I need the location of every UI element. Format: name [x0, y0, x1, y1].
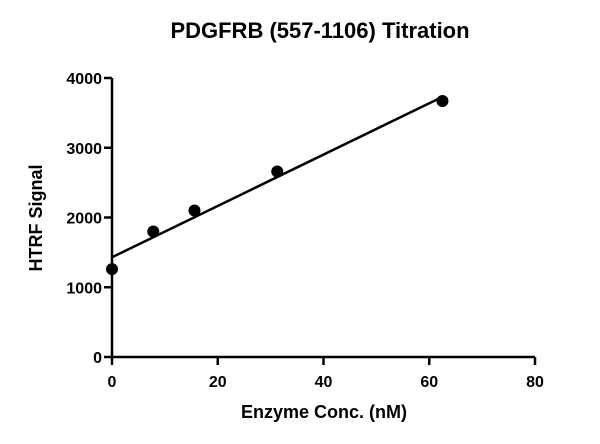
y-tick-label: 1000: [66, 280, 102, 297]
y-tick-label: 4000: [66, 71, 102, 88]
x-tick-label: 20: [209, 374, 227, 391]
data-points: [106, 95, 449, 276]
x-tick-label: 40: [315, 374, 333, 391]
y-axis-label: HTRF Signal: [26, 165, 46, 272]
x-tick-label: 0: [108, 374, 117, 391]
data-point: [106, 263, 118, 276]
axes: 0 1000 2000 3000 4000 0 20 40 60 80: [66, 71, 544, 391]
y-tick-label: 2000: [66, 211, 102, 228]
x-axis-label: Enzyme Conc. (nM): [241, 402, 407, 422]
x-tick-label: 60: [420, 374, 438, 391]
data-point: [436, 95, 449, 108]
data-point: [271, 165, 284, 178]
x-tick-label: 80: [526, 374, 544, 391]
data-point: [188, 204, 201, 217]
chart-title: PDGFRB (557-1106) Titration: [170, 18, 470, 43]
data-point: [147, 225, 160, 238]
y-tick-label: 0: [93, 350, 102, 367]
y-tick-label: 3000: [66, 141, 102, 158]
